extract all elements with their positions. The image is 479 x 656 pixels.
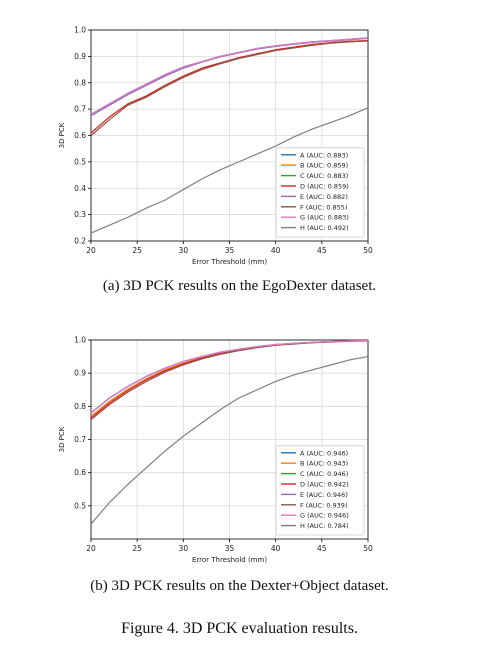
x-tick-label: 40 [271, 544, 281, 553]
x-axis-label: Error Threshold (mm) [192, 258, 267, 266]
legend: A (AUC: 0.946) B (AUC: 0.943) C (AUC: 0.94… [275, 445, 365, 536]
y-tick-label: 1.0 [74, 26, 86, 35]
legend-label: C (AUC: 0.883) [300, 172, 348, 180]
y-tick-label: 0.8 [74, 402, 86, 411]
x-tick-label: 50 [363, 246, 373, 255]
legend-label: H (AUC: 0.492) [300, 224, 349, 232]
x-tick-label: 35 [225, 246, 235, 255]
legend-label: F (AUC: 0.855) [300, 203, 347, 211]
series-line-h [90, 355, 369, 525]
x-tick-label: 20 [86, 544, 96, 553]
series-line-g [90, 37, 369, 115]
y-tick-label: 0.8 [74, 78, 86, 87]
y-tick-label: 0.2 [74, 237, 86, 246]
plot-frame [90, 339, 369, 540]
x-tick-label: 40 [271, 246, 281, 255]
x-tick-label: 50 [363, 544, 373, 553]
x-tick-label: 30 [179, 544, 189, 553]
y-tick-label: 0.7 [74, 105, 86, 114]
legend-label: F (AUC: 0.939) [300, 501, 347, 509]
legend-label: E (AUC: 0.946) [300, 491, 348, 499]
legend-label: C (AUC: 0.946) [300, 470, 348, 478]
y-tick-label: 0.5 [74, 501, 86, 510]
y-tick-label: 0.6 [74, 468, 86, 477]
chart-a: 20 25 30 35 40 45 50 0.2 0.3 0.4 0.5 0.6 0.7 0.8 0.9 1.… [58, 26, 373, 267]
legend-label: G (AUC: 0.883) [300, 214, 349, 222]
y-tick-label: 0.5 [74, 157, 86, 166]
series-line-g [90, 340, 369, 414]
y-tick-label: 0.6 [74, 131, 86, 140]
legend-label: A (AUC: 0.946) [300, 449, 348, 457]
y-axis-label: 3D PCK [58, 122, 66, 148]
y-tick-label: 1.0 [74, 336, 86, 345]
series-line-f [90, 40, 369, 136]
legend-label: B (AUC: 0.943) [300, 460, 348, 468]
x-axis-label: Error Threshold (mm) [192, 556, 267, 564]
y-tick-label: 0.7 [74, 435, 86, 444]
legend-label: D (AUC: 0.859) [300, 183, 349, 191]
y-axis-label: 3D PCK [58, 426, 66, 452]
x-tick-label: 20 [86, 246, 96, 255]
legend-box [275, 147, 365, 238]
x-tick-label: 45 [317, 544, 327, 553]
y-tick-label: 0.9 [74, 52, 86, 61]
caption-a: (a) 3D PCK results on the EgoDexter data… [102, 278, 377, 294]
legend-label: B (AUC: 0.859) [300, 162, 348, 170]
series-line-d [90, 39, 369, 134]
x-tick-label: 25 [132, 246, 142, 255]
x-tick-label: 35 [225, 544, 235, 553]
y-tick-label: 0.3 [74, 210, 86, 219]
x-tick-label: 45 [317, 246, 327, 255]
y-tick-label: 0.9 [74, 369, 86, 378]
chart-b: 20 25 30 35 40 45 50 0.5 0.6 0.7 0.8 0.9 1.0 Error Th… [58, 336, 373, 565]
legend-label: A (AUC: 0.883) [300, 151, 348, 159]
series-line-h [90, 107, 369, 234]
caption-b: (b) 3D PCK results on the Dexter+Object … [90, 578, 389, 594]
legend-label: H (AUC: 0.784) [300, 522, 349, 530]
legend-label: E (AUC: 0.882) [300, 193, 348, 201]
x-tick-label: 25 [132, 544, 142, 553]
legend-label: G (AUC: 0.946) [300, 512, 349, 520]
y-tick-label: 0.4 [74, 184, 86, 193]
legend-box [275, 445, 365, 536]
legend: A (AUC: 0.883) B (AUC: 0.859) C (AUC: 0.88… [275, 147, 365, 238]
legend-label: D (AUC: 0.942) [300, 481, 349, 489]
x-tick-label: 30 [179, 246, 189, 255]
figure-caption: Figure 4. 3D PCK evaluation results. [121, 620, 358, 637]
